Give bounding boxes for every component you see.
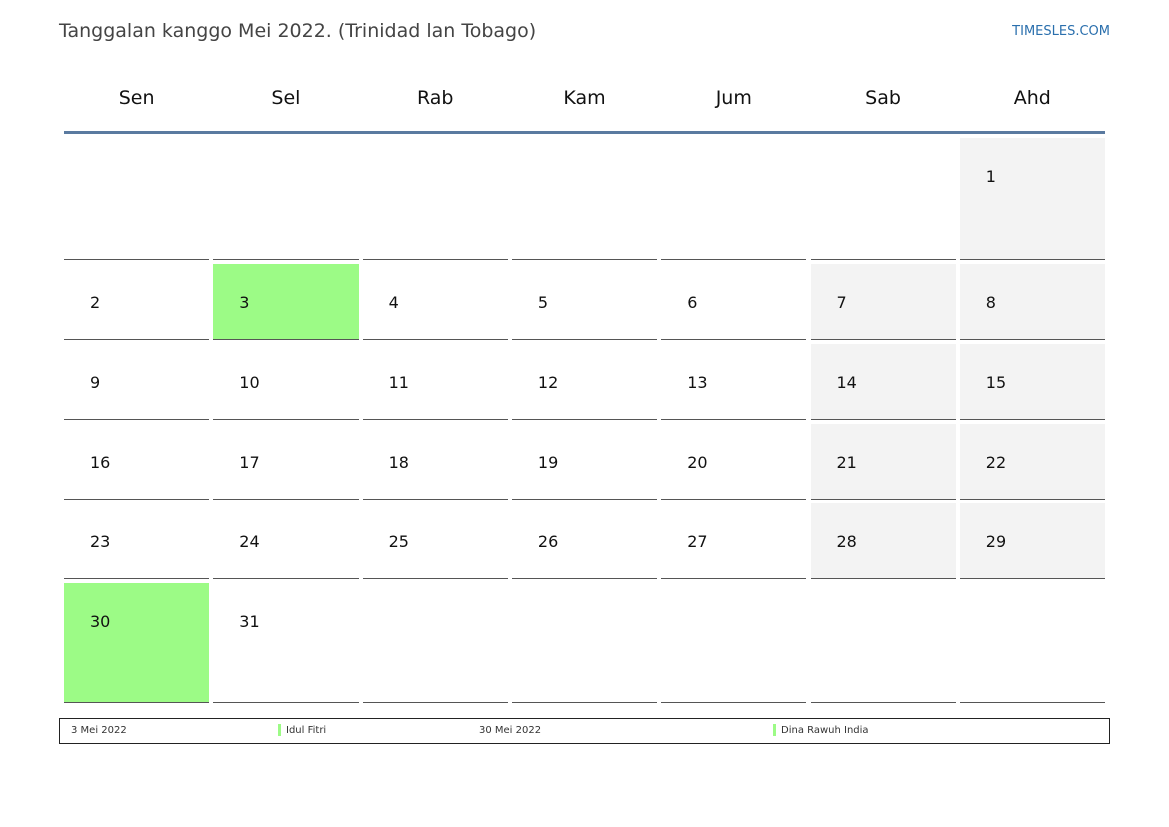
legend-color-swatch xyxy=(278,724,281,736)
weekday-label: Kam xyxy=(563,87,606,109)
day-number: 17 xyxy=(239,453,260,472)
day-number: 30 xyxy=(90,612,111,631)
calendar-empty-cell xyxy=(213,138,359,260)
weekday-label: Rab xyxy=(416,87,454,109)
day-number: 8 xyxy=(985,293,996,312)
day-number: 23 xyxy=(90,532,111,551)
legend-color-swatch xyxy=(773,724,776,736)
day-number: 31 xyxy=(239,612,260,631)
day-number: 4 xyxy=(388,293,399,312)
calendar-empty-cell xyxy=(362,138,508,260)
calendar-day-cell[interactable]: 16 xyxy=(64,424,210,500)
day-number: 26 xyxy=(537,532,559,551)
day-number: 6 xyxy=(687,293,698,312)
weekday-label: Jum xyxy=(715,87,752,109)
calendar-empty-cell xyxy=(511,583,658,703)
calendar-day-cell[interactable]: 28 xyxy=(810,503,956,579)
day-number: 20 xyxy=(687,453,708,472)
day-number: 19 xyxy=(537,453,559,472)
calendar-empty-cell xyxy=(362,583,508,703)
calendar-empty-cell xyxy=(810,138,956,260)
day-number: 7 xyxy=(836,293,847,312)
day-number: 18 xyxy=(388,453,409,472)
calendar-empty-cell xyxy=(959,583,1106,703)
weekday-label: Sab xyxy=(865,87,901,109)
weekday-label: Sel xyxy=(271,87,301,109)
day-number: 3 xyxy=(239,293,250,312)
calendar-day-cell[interactable]: 24 xyxy=(213,503,359,579)
calendar-day-cell[interactable]: 9 xyxy=(64,344,210,420)
calendar-day-cell[interactable]: 3 xyxy=(213,264,359,340)
calendar-day-cell[interactable]: 27 xyxy=(661,503,807,579)
calendar-day-cell[interactable]: 1 xyxy=(959,138,1106,260)
legend-date: 30 Mei 2022 xyxy=(479,725,542,736)
legend-holiday-name: Dina Rawuh India xyxy=(781,725,869,736)
calendar-day-cell[interactable]: 26 xyxy=(511,503,658,579)
calendar-day-cell[interactable]: 18 xyxy=(362,424,508,500)
calendar-day-cell[interactable]: 23 xyxy=(64,503,210,579)
calendar-day-cell[interactable]: 11 xyxy=(362,344,508,420)
legend-holiday-name: Idul Fitri xyxy=(286,725,327,736)
legend-date: 3 Mei 2022 xyxy=(71,725,127,736)
calendar-day-cell[interactable]: 14 xyxy=(810,344,956,420)
day-number: 28 xyxy=(836,532,857,551)
brand-link[interactable]: TIMESLES.COM xyxy=(1012,24,1110,39)
calendar-day-cell[interactable]: 29 xyxy=(959,503,1106,579)
calendar-day-cell[interactable]: 5 xyxy=(511,264,658,340)
day-number: 9 xyxy=(90,373,101,392)
calendar-day-cell[interactable]: 30 xyxy=(64,583,210,703)
calendar-day-cell[interactable]: 20 xyxy=(661,424,807,500)
calendar-day-cell[interactable]: 21 xyxy=(810,424,956,500)
calendar-empty-cell xyxy=(64,138,210,260)
calendar-day-cell[interactable]: 2 xyxy=(64,264,210,340)
calendar-day-cell[interactable]: 22 xyxy=(959,424,1106,500)
day-number: 24 xyxy=(239,532,260,551)
page-title: Tanggalan kanggo Mei 2022. (Trinidad lan… xyxy=(59,20,537,42)
day-number: 2 xyxy=(90,293,101,312)
calendar-day-cell[interactable]: 15 xyxy=(959,344,1106,420)
day-number: 12 xyxy=(537,373,559,392)
calendar-day-cell[interactable]: 4 xyxy=(362,264,508,340)
calendar-empty-cell xyxy=(810,583,956,703)
calendar-day-cell[interactable]: 10 xyxy=(213,344,359,420)
day-number: 27 xyxy=(687,532,708,551)
calendar-empty-cell xyxy=(661,138,807,260)
header-divider xyxy=(64,131,1105,134)
calendar-day-cell[interactable]: 19 xyxy=(511,424,658,500)
day-number: 14 xyxy=(836,373,857,392)
calendar-day-cell[interactable]: 25 xyxy=(362,503,508,579)
day-number: 16 xyxy=(90,453,111,472)
calendar-day-cell[interactable]: 6 xyxy=(661,264,807,340)
day-number: 10 xyxy=(239,373,260,392)
calendar-day-cell[interactable]: 12 xyxy=(511,344,658,420)
weekday-label: Ahd xyxy=(1013,87,1051,109)
day-number: 29 xyxy=(985,532,1007,551)
holiday-legend: 3 Mei 2022 Idul Fitri 30 Mei 2022 Dina R… xyxy=(59,718,1110,744)
day-number: 1 xyxy=(985,167,996,186)
day-number: 21 xyxy=(836,453,857,472)
day-number: 5 xyxy=(537,293,549,312)
calendar-empty-cell xyxy=(661,583,807,703)
weekday-label: Sen xyxy=(118,87,155,109)
calendar-day-cell[interactable]: 13 xyxy=(661,344,807,420)
day-number: 15 xyxy=(985,373,1007,392)
day-number: 25 xyxy=(388,532,409,551)
calendar-day-cell[interactable]: 31 xyxy=(213,583,359,703)
day-number: 13 xyxy=(687,373,708,392)
day-number: 22 xyxy=(985,453,1007,472)
calendar-day-cell[interactable]: 8 xyxy=(959,264,1106,340)
day-number: 11 xyxy=(388,373,409,392)
weekday-header: Sen Sel Rab Kam Jum Sab Ahd xyxy=(62,76,1107,130)
calendar-empty-cell xyxy=(511,138,658,260)
calendar-day-cell[interactable]: 7 xyxy=(810,264,956,340)
calendar-day-cell[interactable]: 17 xyxy=(213,424,359,500)
